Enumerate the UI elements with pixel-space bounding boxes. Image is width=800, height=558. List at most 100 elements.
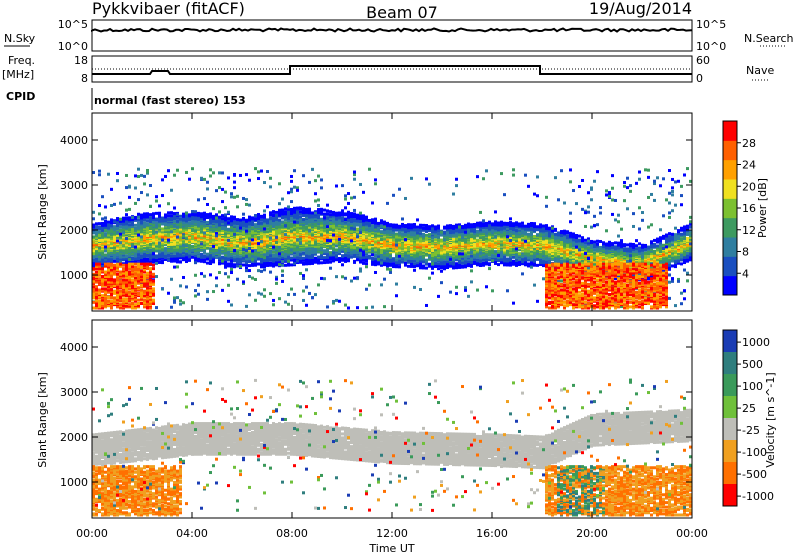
nave-label: Nave	[746, 64, 774, 77]
power-cell	[143, 274, 146, 277]
power-cell	[239, 251, 242, 254]
power-cell	[392, 257, 395, 260]
power-cell	[164, 175, 167, 178]
power-cell	[113, 236, 116, 239]
power-cell	[200, 253, 203, 256]
freq-label: Freq.	[8, 54, 35, 67]
power-cell	[248, 275, 251, 278]
power-cell	[143, 175, 146, 178]
power-cell	[221, 217, 224, 220]
power-cell	[167, 214, 170, 217]
power-cell	[326, 234, 329, 237]
power-cell	[233, 216, 236, 219]
power-cell	[251, 249, 254, 252]
power-cell	[206, 203, 209, 206]
power-cell	[242, 280, 245, 283]
power-cell	[254, 299, 257, 302]
power-cell	[245, 249, 248, 252]
power-cell	[338, 238, 341, 241]
power-cell	[260, 270, 263, 273]
power-cell	[185, 212, 188, 215]
power-cell	[110, 258, 113, 261]
power-cell	[203, 178, 206, 181]
power-cell	[107, 295, 110, 298]
power-cell	[395, 244, 398, 247]
power-cell	[245, 266, 248, 269]
power-cell	[377, 262, 380, 265]
power-cell	[215, 213, 218, 216]
power-cell	[179, 303, 182, 306]
power-cell	[209, 273, 212, 276]
power-cell	[209, 260, 212, 263]
beam-title: Beam 07	[366, 3, 438, 22]
power-cell	[395, 283, 398, 286]
power-cell	[257, 177, 260, 180]
power-cell	[293, 186, 296, 189]
power-cell	[308, 230, 311, 233]
power-cell	[266, 205, 269, 208]
power-cell	[155, 195, 158, 198]
power-cell	[374, 253, 377, 256]
power-cell	[320, 234, 323, 237]
power-cell	[380, 230, 383, 233]
power-cell	[119, 226, 122, 229]
power-cell	[221, 289, 224, 292]
power-cell	[359, 231, 362, 234]
power-cell	[248, 242, 251, 245]
power-cell	[374, 271, 377, 274]
power-cell	[386, 253, 389, 256]
power-cell	[161, 217, 164, 220]
power-cell	[119, 241, 122, 244]
power-cell	[113, 290, 116, 293]
power-cell	[314, 192, 317, 195]
power-cell	[224, 191, 227, 194]
power-cell	[344, 218, 347, 221]
power-cell	[236, 245, 239, 248]
power-cell	[107, 173, 110, 176]
power-cell	[128, 186, 131, 189]
power-cell	[122, 298, 125, 301]
power-cell	[326, 254, 329, 257]
power-cell	[185, 214, 188, 217]
power-cell	[143, 182, 146, 185]
power-cell	[257, 263, 260, 266]
power-cell	[161, 227, 164, 230]
power-cell	[329, 213, 332, 216]
power-cell	[383, 225, 386, 228]
power-cell	[395, 294, 398, 297]
power-cell	[185, 260, 188, 263]
power-cell	[257, 237, 260, 240]
power-cell	[137, 222, 140, 225]
power-cell	[125, 209, 128, 212]
power-cell	[383, 305, 386, 308]
power-cell	[302, 174, 305, 177]
power-cell	[263, 225, 266, 228]
power-cell	[245, 219, 248, 222]
power-cell	[239, 219, 242, 222]
power-cell	[152, 280, 155, 283]
power-cell	[254, 249, 257, 252]
power-cell	[332, 218, 335, 221]
power-cell	[335, 185, 338, 188]
power-cell	[278, 263, 281, 266]
power-cell	[296, 216, 299, 219]
power-cell	[236, 195, 239, 198]
power-cell	[167, 217, 170, 220]
power-cell	[212, 171, 215, 174]
power-cell	[176, 213, 179, 216]
power-cell	[374, 218, 377, 221]
power-cell	[290, 210, 293, 213]
power-cell	[257, 242, 260, 245]
power-cell	[203, 249, 206, 252]
power-cell	[290, 256, 293, 259]
power-cell	[212, 245, 215, 248]
power-cell	[110, 188, 113, 191]
power-cell	[278, 252, 281, 255]
power-cell	[257, 292, 260, 295]
power-cell	[176, 220, 179, 223]
power-cell	[248, 247, 251, 250]
power-cell	[386, 202, 389, 205]
power-cell	[362, 250, 365, 253]
